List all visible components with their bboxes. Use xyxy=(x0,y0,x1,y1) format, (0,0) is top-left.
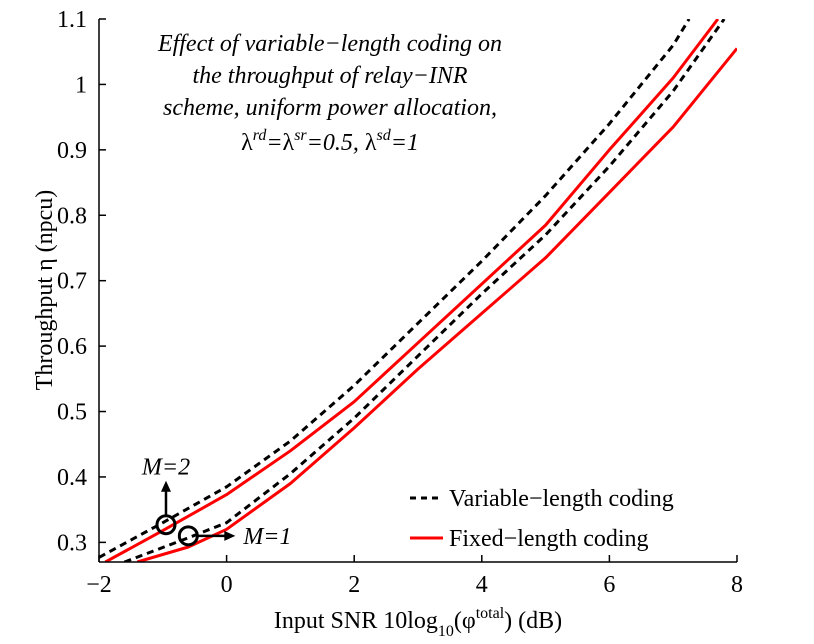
annotation-label-m1: M=1 xyxy=(242,524,291,550)
xlabel-prefix: Input SNR 10log xyxy=(274,608,438,634)
y-tick-label: 0.3 xyxy=(57,530,87,556)
series-layer xyxy=(99,19,737,562)
y-tick-label: 0.8 xyxy=(57,203,87,229)
sup-sd: sd xyxy=(376,127,391,144)
annotation-layer: M=2 M=1 xyxy=(141,455,292,550)
y-tick-label: 0.5 xyxy=(57,400,87,426)
x-tick-label: 2 xyxy=(348,572,360,598)
xlabel-sup: total xyxy=(476,605,505,622)
title-line-4: λrd=λsr=0.5, λsd=1 xyxy=(241,127,419,156)
x-tick-label: 0 xyxy=(221,572,233,598)
series-line-variable-m1 xyxy=(123,19,726,562)
sup-rd: rd xyxy=(253,127,268,144)
y-axis-label: Throughput η (npcu) xyxy=(32,190,58,391)
lambda-symbol: λ xyxy=(283,130,295,156)
annotation-label-m2: M=2 xyxy=(141,455,190,481)
value-0-5: =0.5, xyxy=(307,130,365,156)
x-axis-label: Input SNR 10log10(φtotal) (dB) xyxy=(274,605,562,640)
x-tick-label: 4 xyxy=(476,572,488,598)
x-tick-label: 6 xyxy=(603,572,615,598)
equals-sign: = xyxy=(266,130,282,156)
y-tick-label: 1 xyxy=(75,72,87,98)
y-tick-label: 0.9 xyxy=(57,138,87,164)
value-1: =1 xyxy=(391,130,419,156)
title-line-1: Effect of variable−length coding on xyxy=(157,31,502,57)
xlabel-sub: 10 xyxy=(438,623,454,640)
lambda-symbol: λ xyxy=(241,130,253,156)
annotation-arrowhead-m1 xyxy=(224,530,236,541)
legend: Variable−length coding Fixed−length codi… xyxy=(410,486,674,552)
legend-label-variable: Variable−length coding xyxy=(449,486,674,512)
xlabel-mid: (φ xyxy=(454,608,476,634)
y-tick-label: 0.4 xyxy=(57,465,87,491)
title-line-2: the throughput of relay−INR xyxy=(192,63,467,89)
y-tick-label: 1.1 xyxy=(57,7,87,33)
axes-layer: −2 0 2 4 6 8 0.3 0.4 0.5 0.6 0.7 0.8 0.9 1 1.1 xyxy=(57,7,743,598)
y-tick-label: 0.6 xyxy=(57,334,87,360)
sup-sr: sr xyxy=(294,127,307,144)
series-line-variable-m2 xyxy=(99,19,691,559)
x-tick-label: 8 xyxy=(731,572,743,598)
title-line-3: scheme, uniform power allocation, xyxy=(163,95,497,121)
legend-label-fixed: Fixed−length coding xyxy=(449,526,649,552)
xlabel-suffix: ) (dB) xyxy=(504,608,562,634)
annotation-arrowhead-m2 xyxy=(160,480,171,492)
x-tick-label: −2 xyxy=(86,572,112,598)
lambda-symbol: λ xyxy=(365,130,377,156)
series-line-fixed-m2 xyxy=(104,19,720,562)
y-tick-label: 0.7 xyxy=(57,269,87,295)
chart-title: Effect of variable−length coding on the … xyxy=(157,31,502,156)
